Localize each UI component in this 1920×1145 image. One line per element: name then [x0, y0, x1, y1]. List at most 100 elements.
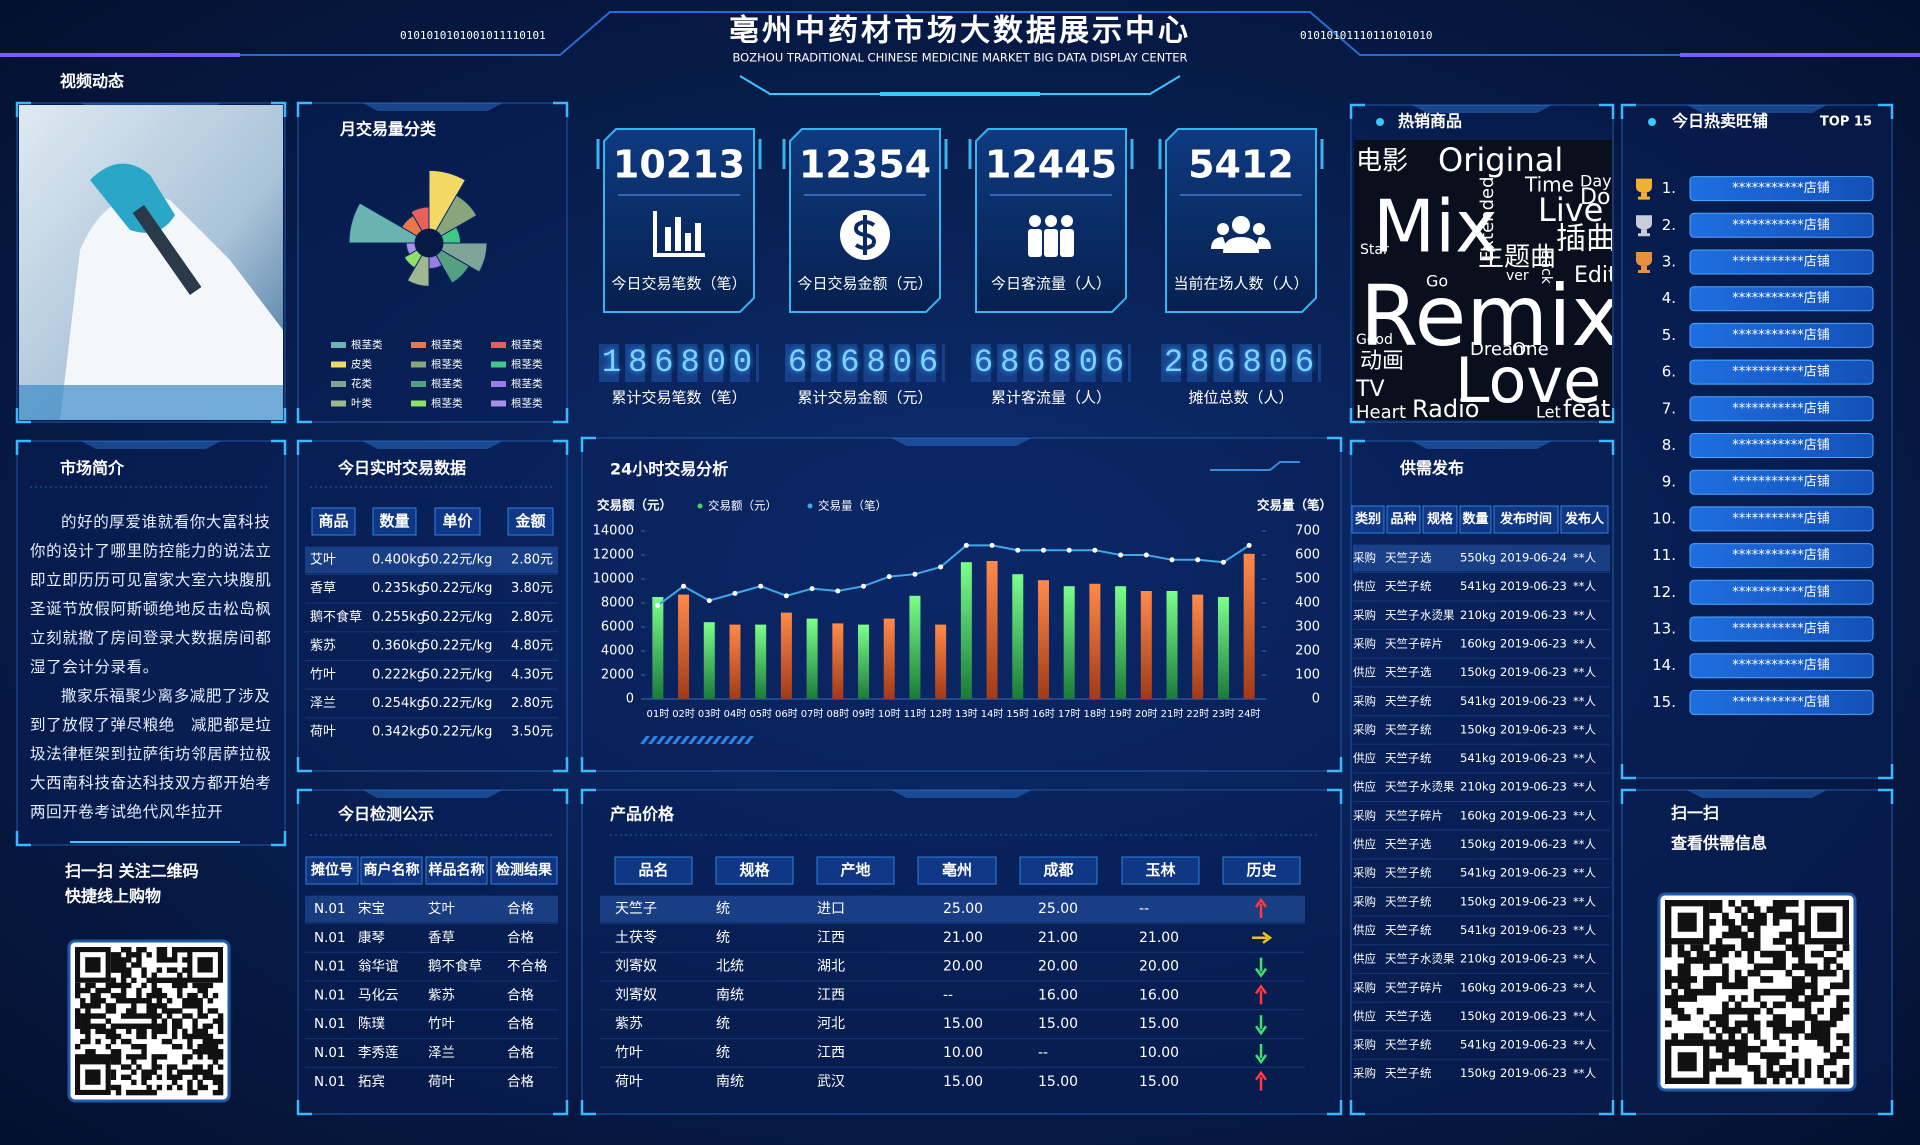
qr-module [1709, 919, 1717, 926]
qr-module [1804, 982, 1812, 990]
qr-module [1791, 963, 1799, 971]
qr-module [80, 1018, 86, 1024]
panel-corner [1620, 103, 1894, 780]
qr-module [110, 992, 117, 999]
card-icon [1211, 216, 1271, 253]
qr-module [1753, 1020, 1761, 1028]
qr-module [136, 1023, 142, 1029]
qr-module [1741, 931, 1748, 939]
table-cell: 选 [1420, 1009, 1432, 1023]
shop-name: ***********店铺 [1732, 695, 1830, 710]
qr-module [141, 1049, 147, 1055]
table-cell: 宋宝 [358, 901, 385, 917]
table-cell: 供应 [1353, 579, 1376, 593]
qr-module [1791, 912, 1799, 920]
qr-module [1753, 931, 1761, 939]
trend-arrow [1254, 1015, 1268, 1036]
qr-module [1760, 963, 1767, 971]
table-cell: 马化云 [358, 987, 399, 1003]
qr-module [126, 1038, 132, 1045]
stat-label: 今日客流量（人） [991, 275, 1111, 293]
qr-module [80, 998, 86, 1004]
qr-module [126, 998, 132, 1004]
y-tick-label: 12000 [593, 548, 634, 563]
trophy-icon [1636, 215, 1652, 237]
table-cell: **人 [1573, 751, 1597, 765]
qr-module [207, 1033, 214, 1040]
table-cell: 天竺子 [615, 901, 657, 917]
total-label: 累计交易笔数（笔） [611, 389, 746, 407]
qr-module [126, 1028, 132, 1035]
qr-module [90, 992, 96, 999]
legend-label: 交易额（元） [708, 499, 777, 513]
qr-module [1779, 988, 1786, 996]
qr-module [1772, 900, 1780, 907]
x-tick-label: 05时 [749, 708, 772, 720]
table-cell: 李秀莲 [358, 1045, 399, 1061]
qr-module [1829, 1052, 1837, 1059]
shop-bar [1689, 653, 1874, 679]
qr-module [1804, 1071, 1812, 1078]
table-cell: 150kg [1460, 894, 1496, 908]
legend-label: 根茎类 [431, 397, 463, 410]
qr-module [1753, 912, 1761, 920]
qr-module [1684, 976, 1691, 983]
qr-module [197, 1033, 203, 1040]
qr-module [1747, 969, 1755, 977]
qr-module [85, 1003, 91, 1009]
qr-module [217, 1038, 224, 1045]
qr-finder [85, 957, 101, 973]
line-point [655, 602, 661, 608]
panel-corner [296, 439, 569, 773]
qr-module [1696, 1033, 1704, 1040]
shop-rank: 11. [1652, 546, 1676, 564]
qr-module [1753, 1064, 1761, 1072]
icon-shape [1217, 223, 1229, 235]
icon-shape [1232, 216, 1250, 234]
table-cell: 香草 [310, 581, 336, 596]
qr-module [151, 982, 157, 989]
table-cell: 供应 [1353, 751, 1376, 765]
chart-stripe [712, 736, 722, 744]
table-cell: **人 [1573, 1038, 1597, 1052]
qr-module [1677, 995, 1685, 1002]
qr-module [212, 1008, 219, 1014]
cloud-word: Edit [1574, 263, 1617, 288]
qr-module [182, 1059, 188, 1065]
qr-module [1772, 1020, 1780, 1028]
table-cell: 2019-06-23 [1500, 780, 1567, 794]
line-point [783, 593, 789, 599]
qr-module [177, 1043, 183, 1050]
qr-module [171, 982, 178, 989]
table-cell: 2.80元 [511, 696, 553, 711]
y-tick-label: 6000 [601, 620, 634, 635]
qr-module [1753, 1033, 1761, 1040]
qr-module [1665, 969, 1672, 977]
qr-module [1766, 1071, 1774, 1078]
shop-name: ***********店铺 [1732, 548, 1830, 563]
qr-module [1836, 1014, 1843, 1021]
qr-module [1677, 944, 1685, 952]
table-cell: 统 [1420, 866, 1432, 880]
qr-module [187, 1069, 193, 1075]
shop-name: ***********店铺 [1732, 218, 1830, 233]
qr-module [85, 1038, 91, 1045]
qr-module [1817, 995, 1824, 1002]
qr-module [1690, 957, 1698, 964]
qr-module [166, 1069, 173, 1075]
qr-module [110, 1038, 117, 1045]
line-point [1092, 547, 1098, 553]
shop-bar [1689, 506, 1874, 532]
qr-module [126, 972, 132, 978]
table-header: 产地 [840, 861, 870, 879]
panel-title: 今日热卖旺铺 [1671, 112, 1768, 131]
table-cell: 2019-06-23 [1500, 1066, 1567, 1080]
qr-module [1823, 1045, 1831, 1053]
qr-module [151, 1018, 157, 1024]
qr-module [141, 982, 147, 989]
qr-module [1734, 1007, 1742, 1015]
table-cell: 江西 [817, 930, 845, 946]
qr-module [126, 947, 132, 953]
header-code: 01010101110110101010 [1300, 29, 1432, 42]
chart-stripe [704, 736, 714, 744]
